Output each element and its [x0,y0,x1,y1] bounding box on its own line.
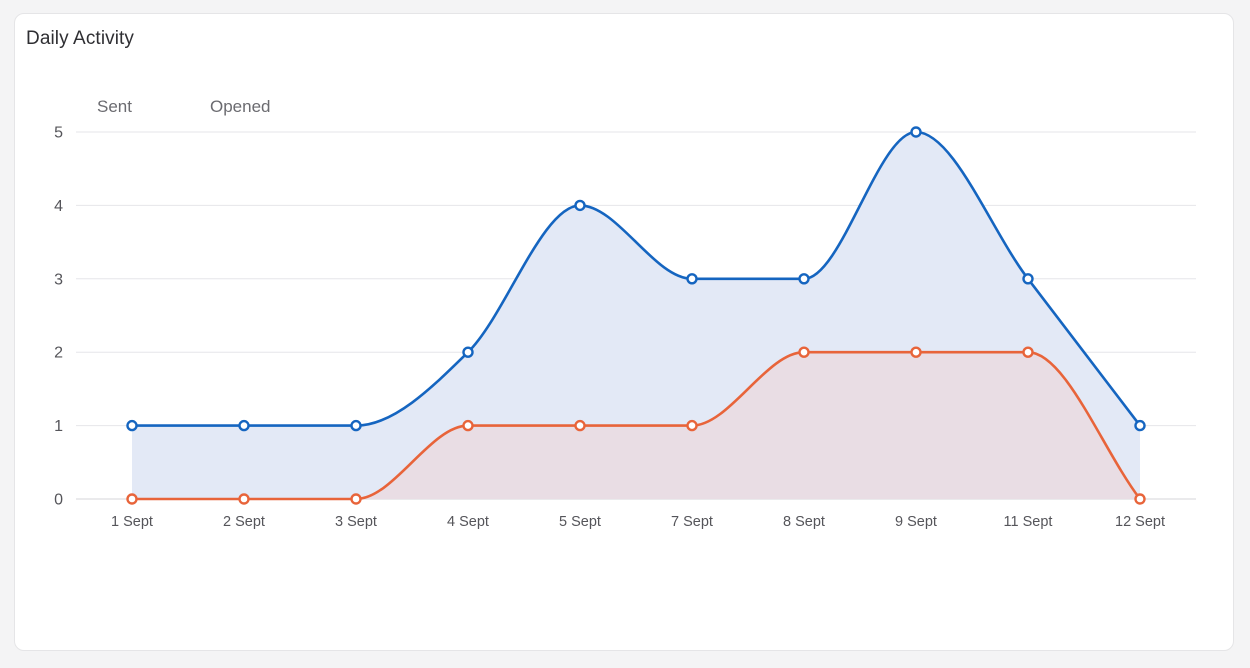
point-opened[interactable] [686,419,698,432]
x-tick-label: 2 Sept [223,514,265,530]
y-tick-label: 2 [54,345,63,362]
x-tick-label: 3 Sept [335,514,377,530]
series-lines [130,130,1142,501]
x-tick-label: 5 Sept [559,514,601,530]
point-sent[interactable] [686,273,698,285]
card-title: Daily Activity [26,28,135,49]
point-opened[interactable] [126,493,138,505]
point-sent[interactable] [350,419,362,432]
point-sent[interactable] [462,346,474,358]
y-tick-label: 0 [54,492,63,509]
legend[interactable]: Sent Opened [97,97,271,116]
area-fills [132,132,1140,499]
point-opened[interactable] [574,419,586,432]
point-opened[interactable] [910,346,922,358]
x-tick-label: 8 Sept [783,514,825,530]
x-tick-label: 9 Sept [895,514,937,530]
x-tick-label: 4 Sept [447,514,489,530]
x-tick-label: 12 Sept [1115,514,1165,530]
x-axis-ticks: 1 Sept 2 Sept 3 Sept 4 Sept 5 Sept 7 Sept 8 Se… [111,514,1165,530]
point-sent[interactable] [126,419,138,432]
line-sent [130,130,1142,427]
point-opened[interactable] [238,493,250,505]
point-sent[interactable] [910,126,922,138]
point-sent[interactable] [574,199,586,212]
point-sent[interactable] [238,419,250,432]
point-opened[interactable] [462,419,474,432]
point-opened[interactable] [1022,346,1034,358]
y-tick-label: 5 [54,125,63,142]
point-sent[interactable] [1134,419,1146,432]
data-points [126,126,1146,505]
point-sent[interactable] [1022,273,1034,285]
y-tick-label: 4 [54,198,63,215]
point-opened[interactable] [350,493,362,505]
x-tick-label: 7 Sept [671,514,713,530]
legend-item-opened[interactable]: Opened [210,97,271,116]
x-tick-label: 1 Sept [111,514,153,530]
y-axis-ticks: 0 1 2 3 4 5 [54,125,63,509]
y-tick-label: 1 [54,418,63,435]
point-opened[interactable] [1134,493,1146,505]
line-opened [130,350,1142,501]
legend-item-sent[interactable]: Sent [97,97,132,116]
point-sent[interactable] [798,273,810,285]
point-opened[interactable] [798,346,810,358]
x-tick-label: 11 Sept [1004,514,1053,530]
y-tick-label: 3 [54,271,63,288]
